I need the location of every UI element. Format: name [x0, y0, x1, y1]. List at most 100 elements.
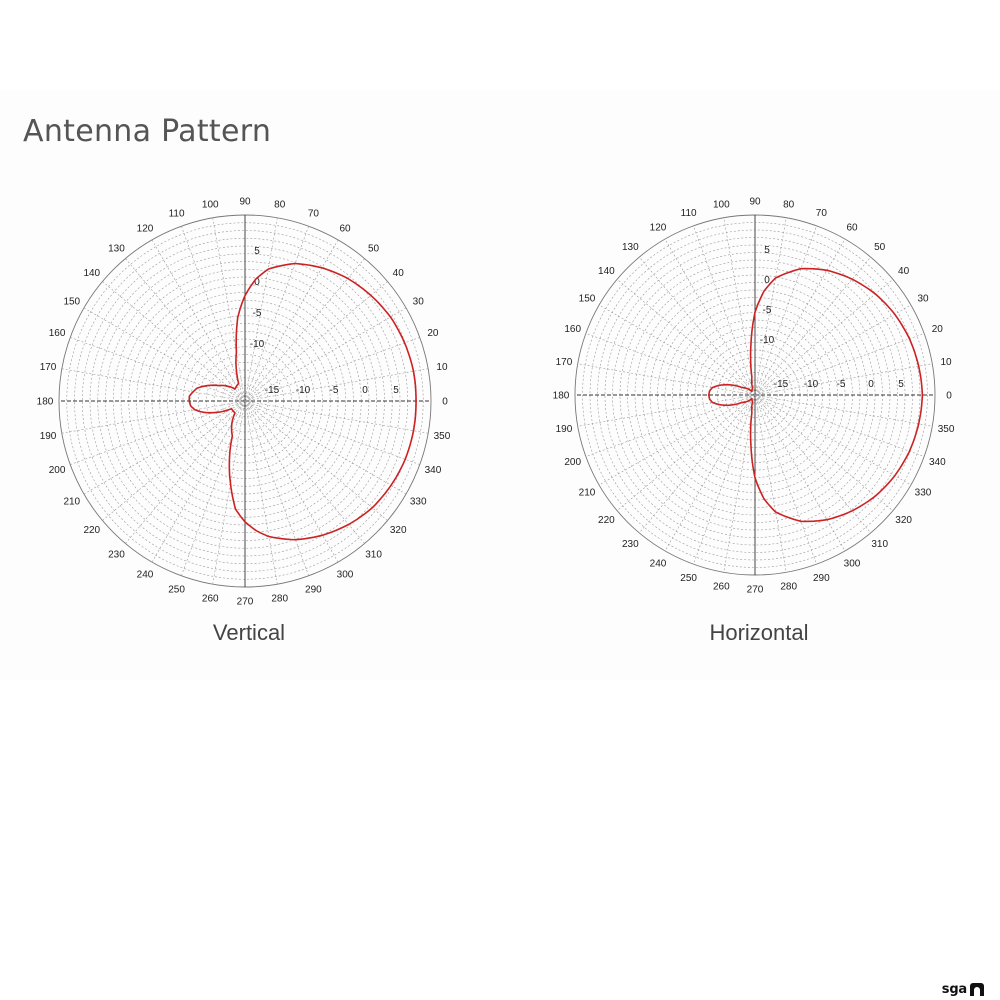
angle-tick-label: 200 — [564, 457, 581, 468]
grid-spoke — [83, 307, 246, 402]
grid-spoke — [244, 400, 420, 465]
angle-tick-label: 60 — [339, 223, 351, 234]
page-title: Antenna Pattern — [23, 114, 272, 149]
radial-tick-label: -5 — [330, 385, 339, 396]
grid-spoke — [754, 333, 925, 396]
angle-tick-label: 330 — [915, 488, 932, 499]
angle-tick-label: 170 — [40, 362, 57, 373]
grid-spoke — [70, 400, 246, 465]
angle-tick-label: 330 — [410, 497, 427, 508]
angle-tick-label: 140 — [598, 266, 615, 277]
radial-tick-label: 0 — [254, 277, 260, 288]
angle-tick-label: 0 — [946, 391, 952, 402]
grid-spoke — [125, 258, 246, 402]
angle-tick-label: 290 — [305, 584, 322, 595]
angle-tick-label: 80 — [274, 200, 286, 211]
chart-title: Horizontal — [709, 620, 808, 645]
grid-spoke — [598, 394, 756, 486]
angle-tick-label: 260 — [202, 593, 219, 604]
radial-tick-label: 0 — [764, 275, 770, 286]
radial-tick-label: -5 — [763, 305, 772, 316]
grid-spoke — [754, 394, 925, 457]
angle-tick-label: 120 — [650, 222, 667, 233]
angle-tick-label: 0 — [442, 397, 448, 408]
grid-spoke — [244, 239, 339, 402]
radial-tick-label: -10 — [296, 385, 311, 396]
grid-spoke — [244, 400, 309, 576]
radial-tick-label: -10 — [804, 379, 819, 390]
grid-spoke — [244, 400, 278, 585]
chart-title: Vertical — [213, 620, 285, 645]
angle-tick-label: 300 — [844, 559, 861, 570]
grid-spoke — [181, 400, 246, 576]
angle-tick-label: 180 — [553, 391, 570, 402]
grid-spoke — [754, 394, 912, 486]
angle-tick-label: 110 — [169, 209, 185, 220]
angle-tick-label: 250 — [168, 584, 185, 595]
grid-spoke — [723, 217, 756, 396]
angle-tick-label: 290 — [813, 573, 830, 584]
angle-tick-label: 10 — [940, 357, 952, 368]
angle-tick-label: 210 — [579, 488, 596, 499]
grid-spoke — [754, 394, 817, 565]
grid-spoke — [693, 225, 756, 396]
radial-tick-label: -5 — [253, 308, 262, 319]
angle-tick-label: 200 — [49, 465, 66, 476]
grid-spoke — [585, 394, 756, 457]
angle-tick-label: 250 — [680, 573, 697, 584]
logo-text: sga — [941, 981, 967, 997]
angle-tick-label: 270 — [237, 597, 254, 608]
grid-ring — [89, 245, 401, 557]
angle-tick-label: 260 — [713, 582, 730, 593]
angle-tick-label: 340 — [929, 457, 946, 468]
angle-tick-label: 30 — [413, 297, 425, 308]
grid-spoke — [244, 400, 429, 434]
grid-spoke — [577, 363, 756, 396]
radial-tick-label: 0 — [868, 379, 874, 390]
angle-tick-label: 130 — [622, 242, 639, 253]
grid-spoke — [754, 225, 817, 396]
grid-spoke — [754, 238, 846, 396]
radial-tick-label: 0 — [362, 385, 368, 396]
angle-tick-label: 180 — [37, 397, 54, 408]
grid-spoke — [125, 400, 246, 544]
grid-spoke — [754, 394, 871, 534]
grid-ring — [143, 299, 347, 503]
angle-tick-label: 320 — [895, 515, 912, 526]
grid-spoke — [598, 304, 756, 396]
grid-spoke — [61, 400, 246, 434]
grid-spoke — [639, 256, 756, 396]
angle-tick-label: 350 — [434, 431, 451, 442]
angle-tick-label: 160 — [49, 328, 66, 339]
radial-tick-label: -15 — [774, 379, 789, 390]
grid-spoke — [244, 400, 388, 521]
grid-spoke — [639, 394, 756, 534]
angle-tick-label: 70 — [308, 209, 320, 220]
grid-spoke — [754, 256, 871, 396]
angle-tick-label: 10 — [436, 362, 448, 373]
grid-spoke — [585, 333, 756, 396]
grid-ring — [66, 222, 424, 580]
brand-logo: sga — [941, 981, 984, 997]
angle-tick-label: 160 — [564, 324, 581, 335]
grid-spoke — [61, 368, 246, 402]
angle-tick-label: 240 — [137, 570, 154, 581]
radial-tick-label: -10 — [250, 339, 265, 350]
polar-chart-vertical: 0102030405060708090100110120130140150160… — [37, 197, 451, 646]
angle-tick-label: 130 — [108, 243, 125, 254]
pattern-series-line — [188, 262, 417, 541]
angle-tick-label: 230 — [622, 539, 639, 550]
grid-spoke — [244, 400, 365, 544]
polar-chart-horizontal: 0102030405060708090100110120130140150160… — [553, 197, 955, 646]
grid-ring — [612, 252, 898, 538]
angle-tick-label: 280 — [780, 582, 797, 593]
radial-tick-label: -10 — [760, 335, 775, 346]
angle-tick-label: 90 — [749, 197, 761, 208]
angle-tick-label: 120 — [137, 223, 154, 234]
angle-tick-label: 320 — [390, 525, 407, 536]
grid-spoke — [754, 394, 894, 511]
angle-tick-label: 20 — [932, 324, 944, 335]
angle-tick-label: 90 — [239, 197, 251, 208]
angle-tick-label: 100 — [713, 199, 730, 210]
grid-spoke — [754, 304, 912, 396]
